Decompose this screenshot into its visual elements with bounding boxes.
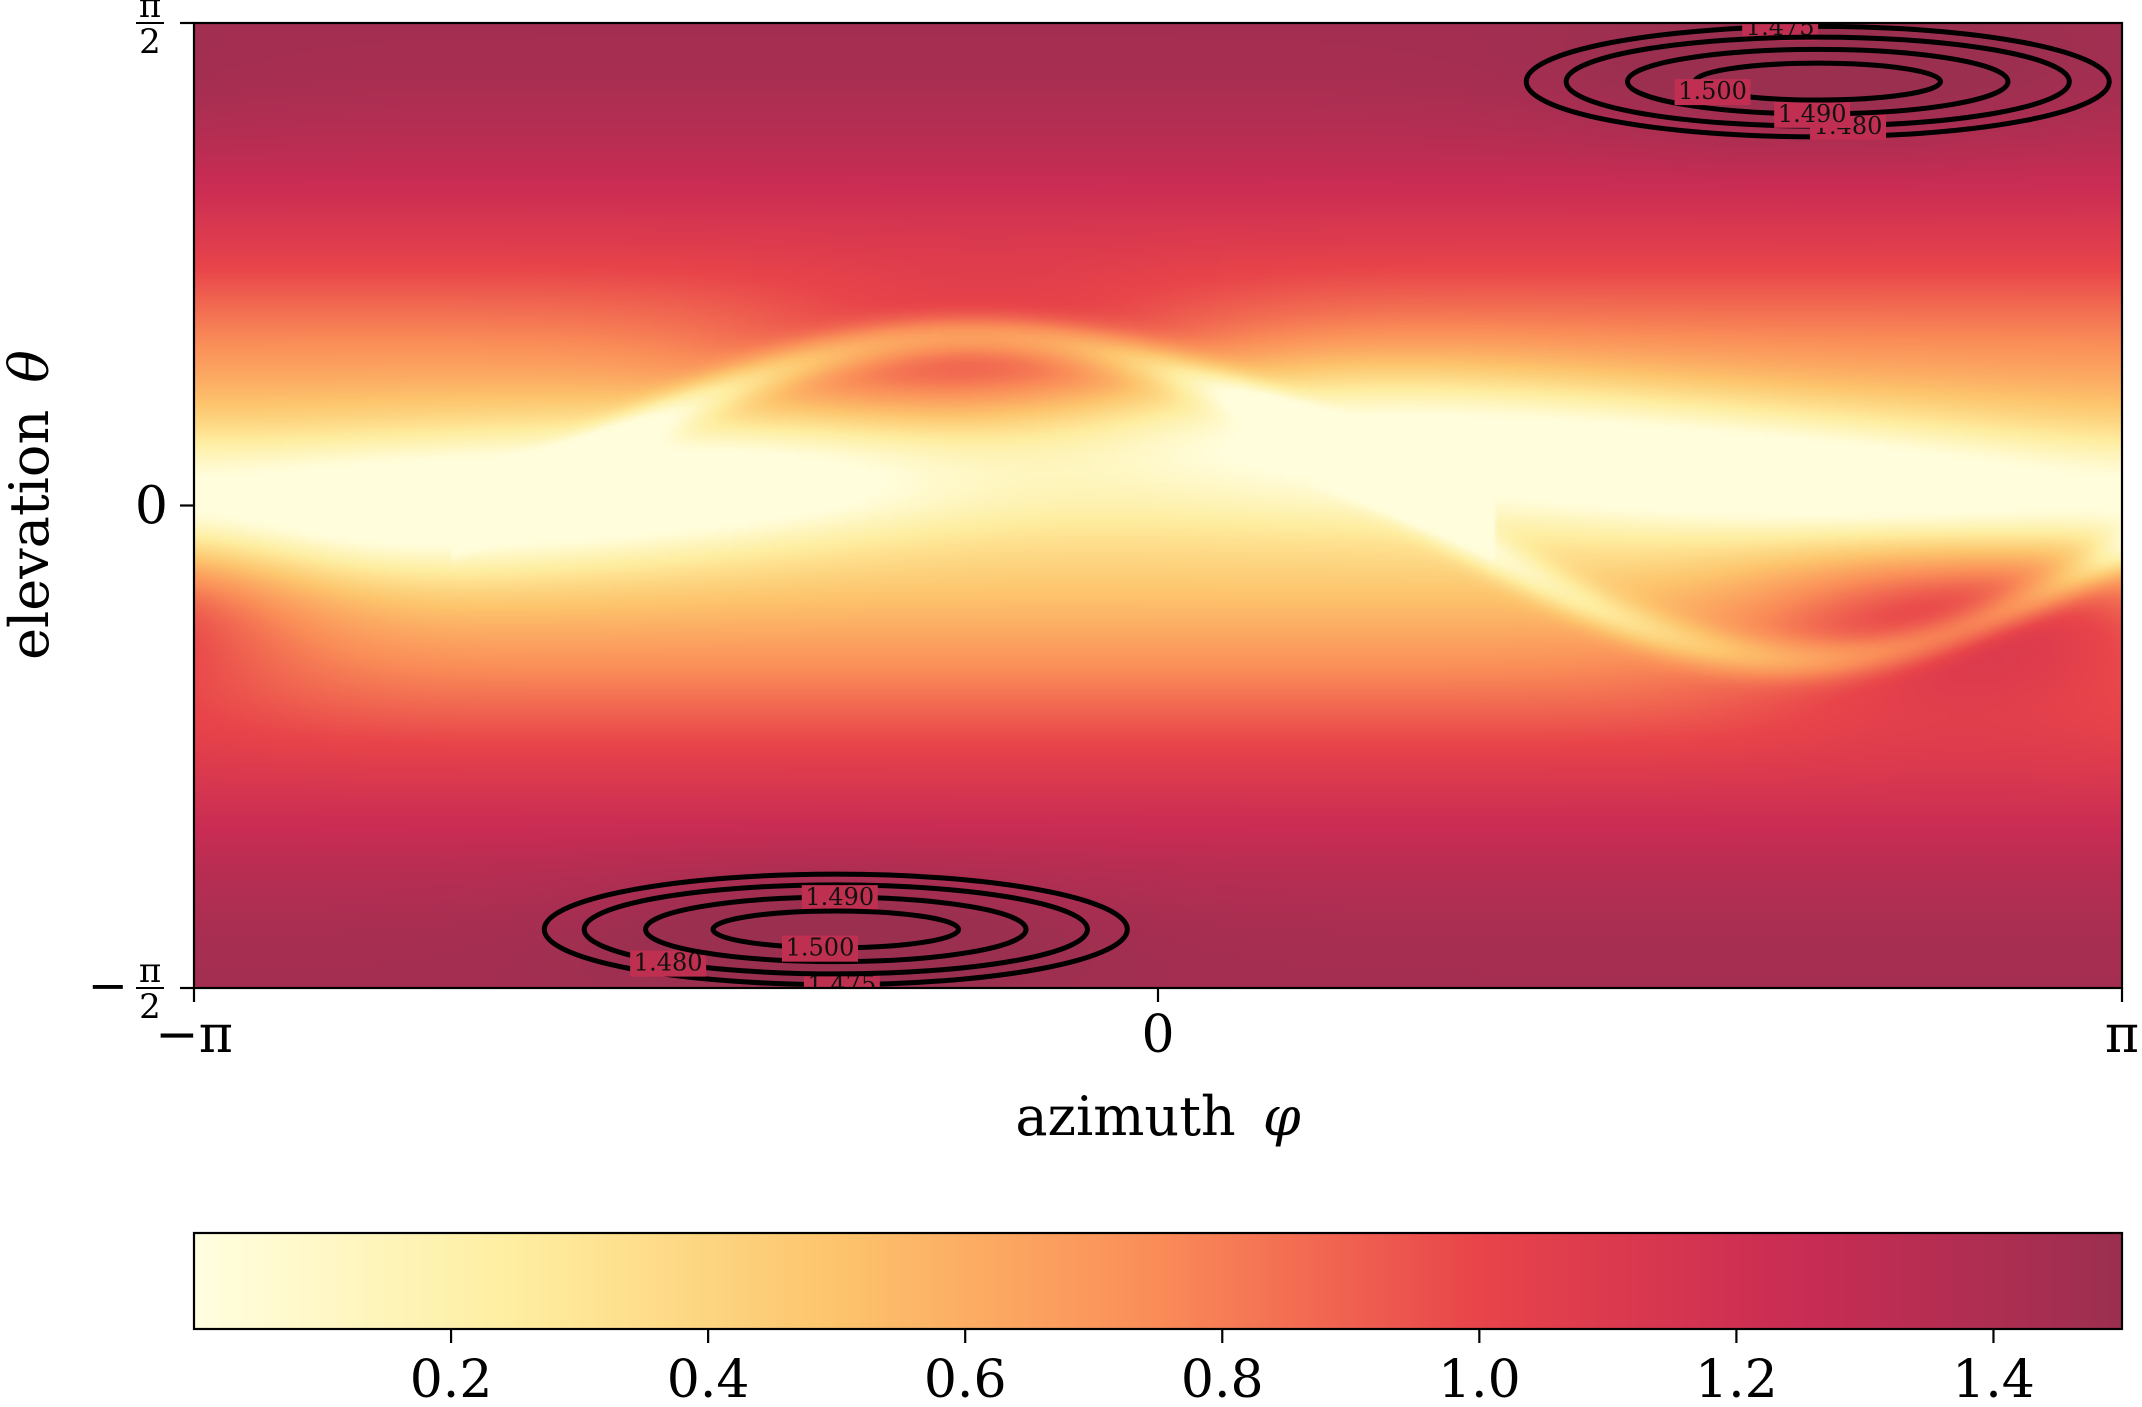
contour-label: 1.490 [805,883,874,911]
contour-label-bg [803,972,880,988]
colorbar-tick-label: 1.4 [1952,1350,2035,1407]
colorbar-gradient [194,1233,2122,1329]
contour-label-bg [781,935,858,962]
contour-label-bg [1774,101,1851,128]
svg-text:π: π [139,951,161,991]
svg-text:−: − [88,958,128,1014]
contour-label-bg [801,885,878,912]
contour-line-1.480 [581,882,1090,977]
colorbar-tick-label: 0.4 [667,1350,750,1407]
svg-text:2: 2 [139,22,161,62]
colorbar-ticks: 0.2 0.4 0.6 0.8 1.0 1.2 1.4 [410,1329,2035,1407]
colorbar-tick-label: 0.6 [924,1350,1007,1407]
x-axis-label: azimuth φ [1015,1085,1301,1148]
x-tick-label: 0 [1141,1005,1174,1065]
contour-label: 1.500 [1678,77,1747,105]
colorbar-tick-label: 0.2 [410,1350,493,1407]
colorbar-tick-label: 0.8 [1181,1350,1264,1407]
x-axis-ticks: −π 0 π [155,988,2139,1065]
y-axis-label: elevation θ [0,350,61,660]
svg-text:π: π [139,0,161,26]
contour-label-bg [1674,79,1751,106]
svg-text:2: 2 [139,987,161,1027]
heatmap-field [194,23,2122,988]
colorbar-frame [192,1231,2124,1331]
contour-label-bg [630,950,707,977]
y-tick-label: 0 [135,477,168,537]
colorbar-tick-label: 1.2 [1695,1350,1778,1407]
contour-label: 1.500 [786,934,855,962]
x-tick-label: π [2105,1005,2139,1065]
contour-label: 1.480 [634,949,703,977]
x-tick-label: −π [155,1005,233,1065]
y-tick-label: π2− [88,951,164,1027]
contour-label: 1.490 [1778,100,1847,128]
colorbar-tick-label: 1.0 [1438,1350,1521,1407]
y-tick-label: π2 [136,0,164,62]
